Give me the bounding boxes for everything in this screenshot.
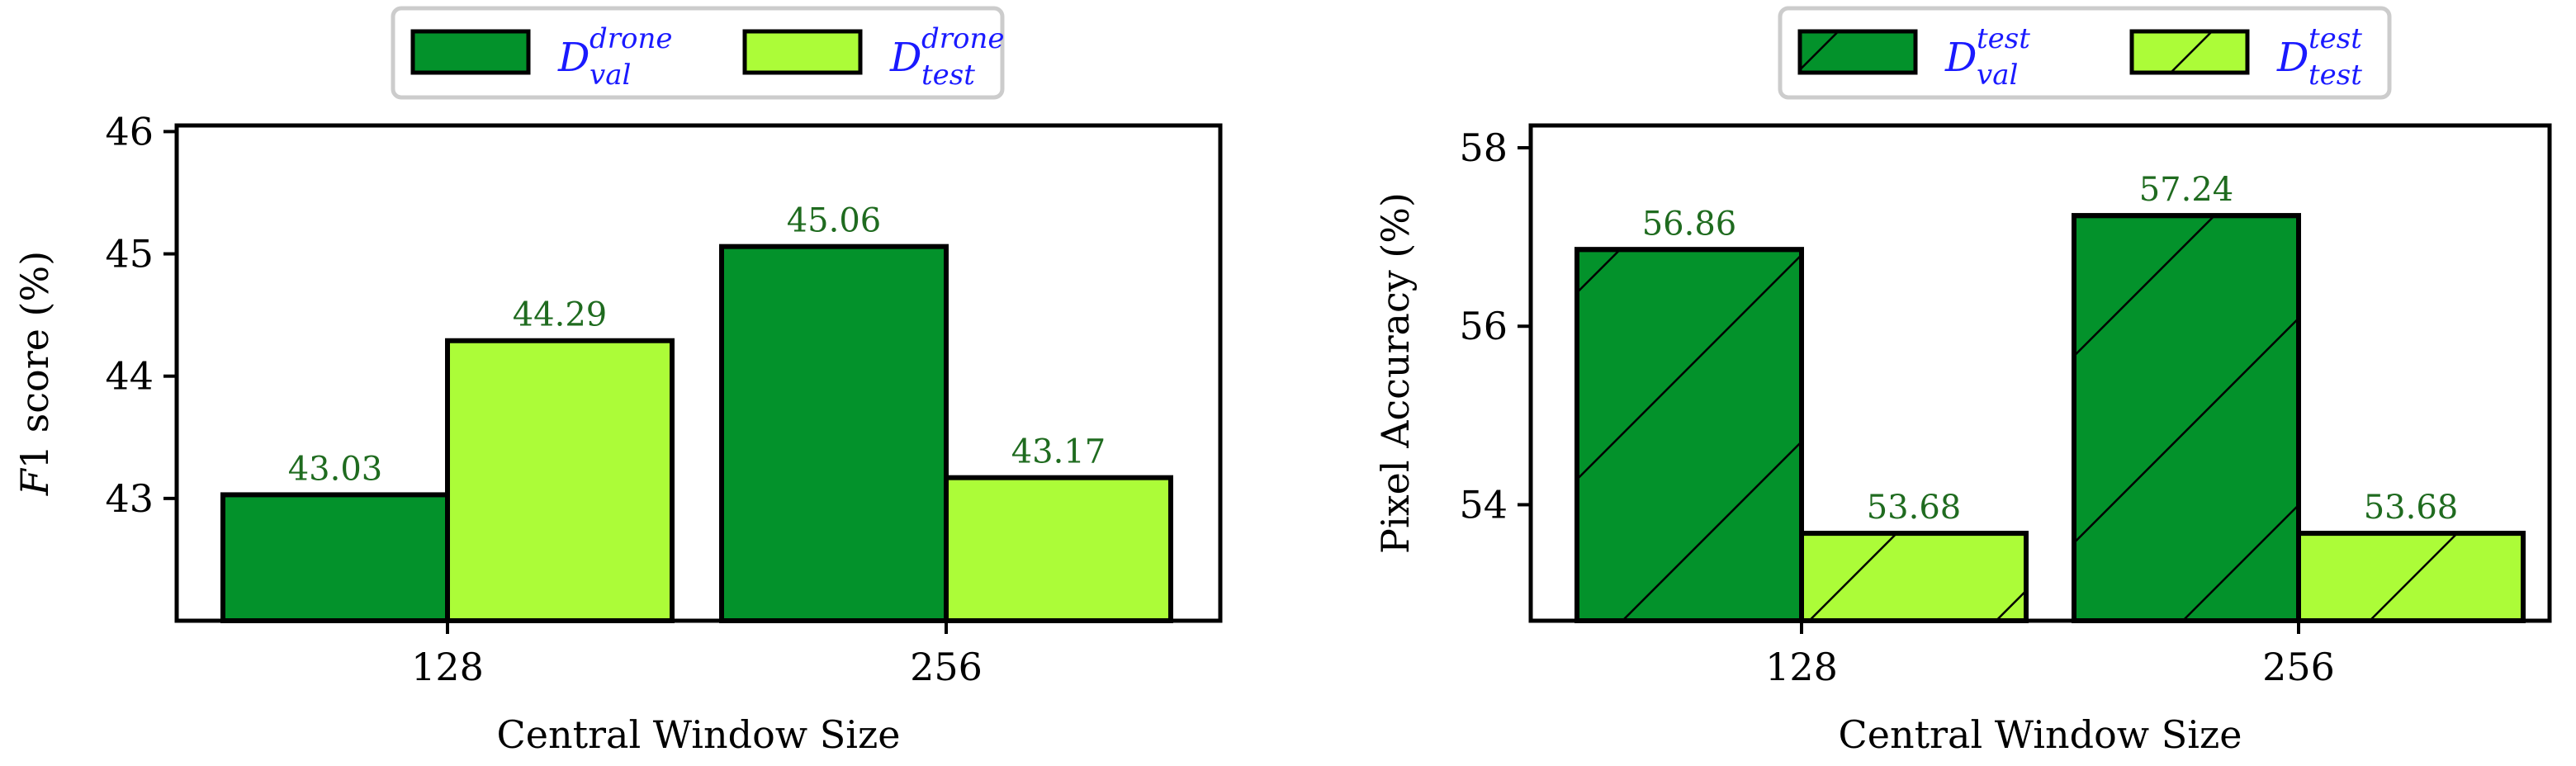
data-label: 43.03 [288,450,383,488]
y-tick-label: 43 [105,476,154,521]
plot-frame [174,123,1223,623]
legend-swatch-hatch [1797,29,1918,75]
legend-swatch-hatch [2129,29,2250,75]
legend-swatch [410,29,531,75]
legend-subscript: test [2308,59,2362,92]
y-axis-label-text: 1 score (%) [12,251,57,469]
bar-hatch-val-256 [2072,213,2301,623]
data-label: 57.24 [2139,171,2234,209]
y-axis-label-text: Pixel Accuracy (%) [1373,192,1418,554]
y-tick-label: 54 [1459,482,1508,527]
legend-superscript: test [2308,22,2362,55]
legend-swatch [742,29,863,75]
legend-symbol: D [889,35,921,81]
x-tick-label: 256 [2262,645,2335,689]
legend-superscript: drone [921,22,1005,55]
bar-test-256 [944,475,1173,624]
legend-superscript: drone [590,22,673,55]
legend-symbol: D [2276,35,2308,81]
x-tick-label: 128 [411,645,484,689]
chart-f1-score: 43.03 45.06 44.29 43.17 43 44 45 46 128 256Centra… [12,6,1223,757]
y-tick-label: 56 [1459,304,1508,348]
y-tick-label: 45 [105,232,154,277]
bar-val-128 [220,492,450,623]
y-axis-label: Pixel Accuracy (%) [1373,192,1418,554]
bar-hatch-val-128 [1574,247,1804,623]
bar-hatch-test-256 [2296,531,2526,624]
data-label: 56.86 [1642,205,1737,243]
legend-subscript: val [1977,59,2018,92]
y-tick-label: 46 [105,109,154,154]
x-axis-label: Central Window Size [1839,712,2242,757]
x-tick-label: 256 [910,645,983,689]
legend-symbol: D [557,35,590,81]
y-axis-label-italic: F [12,467,57,496]
legend-subscript: test [921,59,975,92]
data-label: 44.29 [513,296,608,334]
chart-pixel-accuracy: 56.86 57.24 53.68 53.68 54 56 58 128 256 Central … [1373,6,2552,757]
legend-subscript: val [590,59,631,92]
x-tick-label: 128 [1765,645,1838,689]
bar-test-128 [445,338,675,623]
y-tick-label: 58 [1459,125,1508,170]
bar-hatch-test-128 [1799,531,2029,624]
data-label: 43.17 [1011,433,1106,471]
bar-val-256 [719,244,949,623]
legend-superscript: test [1977,22,2030,55]
plot-frame [1528,123,2552,623]
y-axis-label: F1 score (%) [12,251,57,496]
data-label: 53.68 [2364,489,2459,527]
x-axis-label: Central Window Size [497,712,901,757]
data-label: 45.06 [787,202,882,240]
data-label: 53.68 [1867,489,1962,527]
legend-symbol: D [1944,35,1977,81]
y-tick-label: 44 [105,354,154,399]
